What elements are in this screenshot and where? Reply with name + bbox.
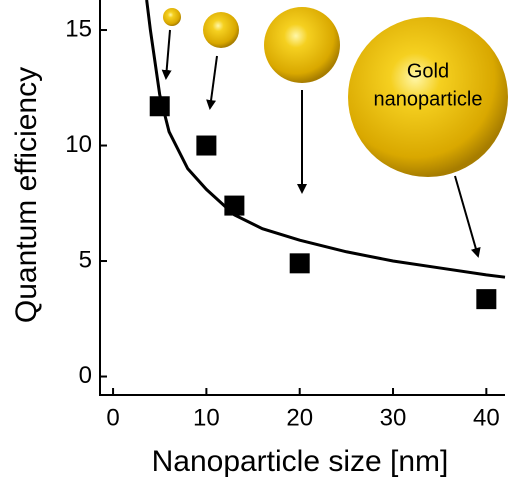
x-tick-label: 10 [193, 404, 220, 431]
fit-curve [145, 0, 506, 279]
y-axis-label: Quantum efficiency [10, 67, 43, 323]
y-tick-label: 15 [65, 15, 92, 42]
annotation: nanoparticle [374, 88, 483, 110]
annotation: Gold [407, 60, 449, 82]
x-axis-label: Nanoparticle size [nm] [152, 445, 449, 478]
illustration [161, 7, 508, 258]
data-point [196, 135, 217, 156]
x-tick-label: 0 [106, 404, 119, 431]
y-tick-label: 0 [79, 362, 92, 389]
data-point [289, 253, 310, 274]
data-point [476, 289, 497, 310]
x-tick-label: 40 [473, 404, 500, 431]
x-tick-label: 30 [380, 404, 407, 431]
x-tick-label: 20 [286, 404, 313, 431]
data-point [224, 195, 245, 216]
y-tick-label: 10 [65, 131, 92, 158]
y-tick-label: 5 [79, 246, 92, 273]
